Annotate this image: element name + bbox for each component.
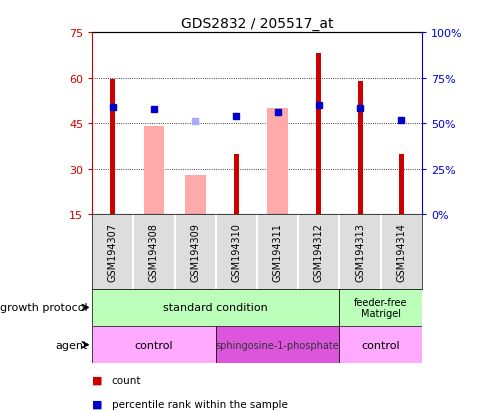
Text: control: control — [135, 340, 173, 350]
Text: GSM194314: GSM194314 — [395, 222, 406, 281]
Text: agent: agent — [55, 340, 87, 350]
Text: growth protocol: growth protocol — [0, 303, 87, 313]
Bar — [92, 326, 215, 363]
Text: GSM194313: GSM194313 — [354, 222, 364, 281]
Bar — [110, 80, 115, 215]
Bar — [215, 326, 339, 363]
Bar — [316, 54, 321, 215]
Text: GSM194310: GSM194310 — [231, 222, 241, 281]
Title: GDS2832 / 205517_at: GDS2832 / 205517_at — [181, 17, 333, 31]
Text: GSM194307: GSM194307 — [107, 222, 118, 281]
Bar — [143, 127, 164, 215]
Bar — [92, 289, 339, 326]
Text: sphingosine-1-phosphate: sphingosine-1-phosphate — [215, 340, 339, 350]
Bar — [357, 81, 362, 215]
Bar — [233, 154, 239, 215]
Bar — [339, 326, 421, 363]
Text: ■: ■ — [92, 399, 103, 409]
Bar — [267, 109, 287, 215]
Text: GSM194311: GSM194311 — [272, 222, 282, 281]
Text: standard condition: standard condition — [163, 303, 268, 313]
Text: GSM194309: GSM194309 — [190, 222, 200, 281]
Bar — [184, 176, 205, 215]
Bar — [398, 154, 403, 215]
Text: GSM194308: GSM194308 — [149, 222, 159, 281]
Text: control: control — [361, 340, 399, 350]
Text: GSM194312: GSM194312 — [313, 222, 323, 281]
Text: count: count — [111, 375, 141, 385]
Text: ■: ■ — [92, 375, 103, 385]
Bar — [339, 289, 421, 326]
Text: percentile rank within the sample: percentile rank within the sample — [111, 399, 287, 409]
Text: feeder-free
Matrigel: feeder-free Matrigel — [353, 297, 407, 318]
